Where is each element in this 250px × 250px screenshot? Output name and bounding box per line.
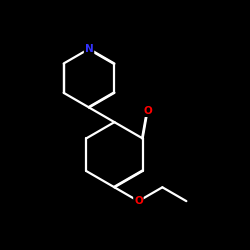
Text: O: O bbox=[143, 106, 152, 116]
Text: N: N bbox=[85, 44, 94, 54]
Text: O: O bbox=[134, 196, 143, 206]
